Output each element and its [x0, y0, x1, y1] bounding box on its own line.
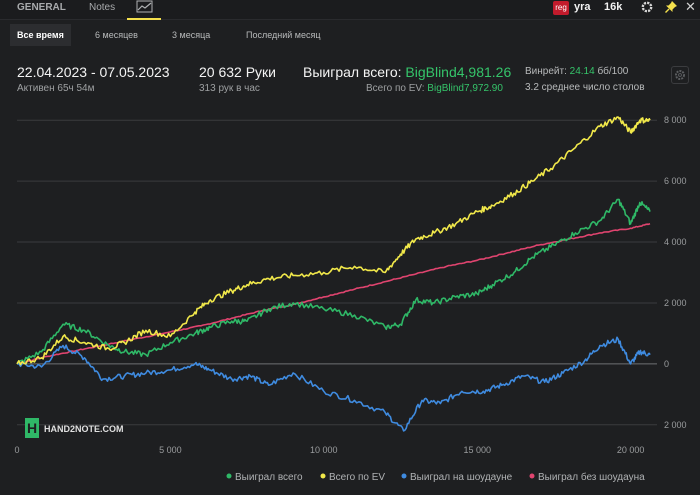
ev-total: Всего по EV: BigBlind7,972.90 [366, 83, 503, 94]
logo-h-letter: H [27, 420, 37, 436]
legend-label-nonshowdown[interactable]: Выиграл без шоудауна [538, 471, 645, 483]
chart-series [16, 116, 651, 432]
tab-general[interactable]: GENERAL [17, 2, 66, 13]
won-value: BigBlind4,981.26 [405, 64, 512, 80]
logo-mark [25, 418, 39, 438]
graph-chart: 2 000 0 2 000 4 000 6 000 8 000 0 5 000 10 000 1… [14, 115, 687, 483]
series-line-nonshowdown [16, 223, 651, 365]
series-line-showdown [16, 336, 651, 432]
legend-label-won[interactable]: Выиграл всего [235, 472, 303, 483]
x-tick-label: 15 000 [463, 445, 491, 455]
tab-notes[interactable]: Notes [89, 2, 116, 13]
series-line-won [16, 198, 651, 365]
period-tabs: Все время 6 месяцев 3 месяца Последний м… [0, 24, 700, 46]
period-all-time[interactable]: Все время [10, 24, 71, 46]
active-tab-underline [127, 18, 161, 20]
legend-label-ev[interactable]: Всего по EV [329, 472, 385, 483]
x-tick-label: 20 000 [617, 445, 645, 455]
y-tick-label: 8 000 [664, 115, 687, 125]
period-6-months[interactable]: 6 месяцев [95, 30, 138, 40]
date-range: 22.04.2023 - 07.05.2023 [17, 64, 170, 80]
chart-settings-gear-icon[interactable] [671, 66, 689, 84]
y-axis: 2 000 0 2 000 4 000 6 000 8 000 [664, 115, 687, 430]
period-3-months[interactable]: 3 месяца [172, 30, 211, 40]
y-tick-label: 2 000 [664, 298, 687, 308]
gear-icon[interactable] [640, 0, 654, 14]
y-tick-label: 2 000 [664, 420, 687, 430]
x-axis: 0 5 000 10 000 15 000 20 000 [14, 445, 644, 455]
x-tick-label: 0 [14, 445, 19, 455]
period-last-month[interactable]: Последний месяц [246, 30, 321, 40]
winrate: Винрейт: 24.14 бб/100 [525, 66, 628, 77]
legend-marker-won [226, 473, 232, 479]
y-tick-label: 4 000 [664, 237, 687, 247]
ev-label: Всего по EV: [366, 83, 425, 94]
legend-label-showdown[interactable]: Выиграл на шоудауне [410, 472, 513, 483]
logo-text: HAND2NOTE.COM [44, 424, 124, 434]
pin-icon[interactable] [664, 0, 678, 14]
legend-marker-nonshowdown [529, 473, 535, 479]
winrate-unit: бб/100 [597, 66, 629, 77]
close-icon[interactable]: ✕ [685, 0, 696, 14]
series-line-ev [16, 116, 651, 366]
avg-tables: 3.2 среднее число столов [525, 82, 645, 93]
hand2note-logo: H HAND2NOTE.COM [25, 418, 124, 438]
tab-graph[interactable] [127, 0, 161, 20]
won-label: Выиграл всего: [303, 64, 402, 80]
player-nickname: yra [574, 1, 591, 13]
won-total: Выиграл всего: BigBlind4,981.26 [303, 64, 511, 80]
ev-value: BigBlind7,972.90 [427, 83, 503, 94]
x-tick-label: 5 000 [159, 445, 182, 455]
winrate-value: 24.14 [569, 66, 595, 77]
y-tick-label: 0 [664, 359, 669, 369]
winrate-label: Винрейт: [525, 66, 567, 77]
hands-count-short: 16k [604, 1, 623, 13]
summary-panel: 22.04.2023 - 07.05.2023 Активен 65ч 54м … [0, 60, 700, 100]
chart-grid [17, 119, 657, 426]
hands-per-hour: 313 рук в час [199, 83, 260, 94]
legend-marker-ev [320, 473, 326, 479]
active-time: Активен 65ч 54м [17, 83, 95, 94]
y-tick-label: 6 000 [664, 176, 687, 186]
hands-total: 20 632 Руки [199, 64, 276, 80]
legend-marker-showdown [401, 473, 407, 479]
region-badge: reg [553, 1, 569, 15]
chart-legend: Выиграл всего Всего по EV Выиграл на шоуда… [226, 471, 645, 483]
top-bar: GENERAL Notes reg yra 16k ✕ [0, 0, 700, 20]
x-tick-label: 10 000 [310, 445, 338, 455]
chart-line-icon [136, 0, 153, 13]
